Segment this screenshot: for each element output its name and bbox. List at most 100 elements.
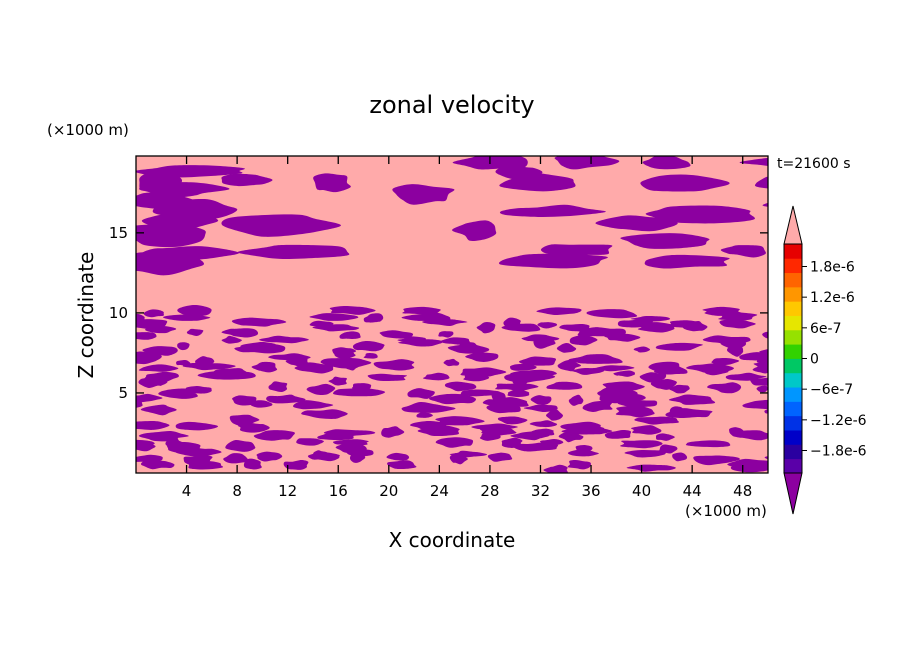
negative-blob — [323, 429, 376, 436]
negative-blob — [379, 330, 414, 339]
negative-blob — [313, 450, 329, 458]
negative-blob — [540, 244, 613, 256]
negative-blob — [136, 393, 163, 403]
negative-blob — [333, 388, 386, 397]
negative-blob — [435, 437, 474, 448]
negative-blob — [613, 370, 636, 377]
negative-region — [136, 156, 768, 473]
negative-blob — [634, 416, 679, 425]
negative-blob — [586, 309, 638, 319]
x-tick-label: 12 — [278, 482, 297, 500]
negative-blob — [296, 438, 324, 446]
x-tick-label: 16 — [329, 482, 348, 500]
negative-blob — [595, 215, 678, 232]
negative-blob — [626, 464, 676, 472]
negative-blob — [229, 414, 260, 427]
negative-blob — [523, 404, 558, 413]
negative-blob — [620, 233, 710, 249]
negative-blob — [669, 320, 700, 328]
negative-blob — [293, 400, 334, 410]
field-background — [136, 156, 768, 473]
negative-blob — [402, 306, 441, 315]
negative-blob — [444, 381, 477, 392]
negative-blob — [363, 313, 384, 323]
negative-blob — [268, 381, 288, 393]
negative-blob — [443, 358, 460, 367]
negative-blob — [702, 335, 751, 345]
negative-blob — [416, 411, 433, 418]
x-tick-label: 4 — [182, 482, 192, 500]
negative-blob — [498, 253, 608, 269]
colorbar-segment — [784, 372, 802, 388]
negative-blob — [143, 309, 164, 318]
negative-blob — [386, 452, 410, 461]
negative-blob — [440, 337, 471, 345]
negative-blob — [546, 381, 583, 390]
negative-blob — [725, 372, 767, 381]
negative-blob — [693, 455, 740, 466]
negative-blob — [753, 362, 768, 370]
negative-blob — [185, 385, 212, 394]
negative-blob — [142, 346, 178, 356]
colorbar-segment — [784, 358, 802, 374]
colorbar-segment — [784, 329, 802, 345]
negative-blob — [620, 440, 663, 449]
negative-blob — [438, 331, 454, 338]
negative-blob — [577, 327, 626, 337]
y-tick-label: 10 — [109, 304, 128, 322]
negative-blob — [530, 395, 552, 406]
negative-blob — [136, 454, 163, 463]
negative-blob — [650, 378, 677, 390]
negative-blob — [476, 322, 496, 334]
colorbar-tick-label: 6e-7 — [810, 321, 841, 337]
negative-blob — [136, 222, 206, 248]
colorbar-segment — [784, 387, 802, 402]
negative-blob — [333, 439, 369, 446]
negative-blob — [232, 395, 257, 406]
x-tick-label: 36 — [581, 482, 600, 500]
negative-blob — [560, 421, 605, 431]
negative-blob — [719, 319, 756, 329]
negative-blob — [754, 176, 768, 189]
x-tick-label: 28 — [480, 482, 499, 500]
negative-blob — [509, 363, 537, 371]
colorbar-under-triangle — [783, 472, 803, 515]
negative-blob — [727, 458, 768, 470]
negative-blob — [648, 361, 680, 373]
negative-blob — [639, 372, 667, 383]
negative-blob — [352, 340, 385, 352]
negative-blob — [240, 341, 276, 351]
negative-blob — [503, 317, 521, 328]
negative-blob — [138, 430, 189, 442]
plot-frame — [135, 155, 769, 474]
negative-blob — [668, 394, 716, 405]
negative-blob — [499, 172, 576, 192]
negative-blob — [568, 394, 584, 406]
negative-blob — [177, 342, 190, 351]
negative-blob — [536, 307, 582, 316]
negative-blob — [572, 367, 605, 375]
negative-blob — [739, 352, 768, 361]
colorbar-segment — [784, 444, 802, 460]
negative-blob — [251, 361, 278, 373]
time-label: t=21600 s — [777, 156, 851, 172]
negative-blob — [707, 382, 742, 394]
negative-blob — [387, 460, 417, 470]
colorbar-segment — [784, 401, 802, 417]
x-tick-label: 44 — [683, 482, 702, 500]
negative-blob — [702, 306, 742, 316]
negative-blob — [465, 352, 499, 362]
negative-blob — [136, 439, 155, 449]
negative-blob — [449, 450, 488, 458]
y-tick-label: 15 — [109, 224, 128, 242]
negative-blob — [283, 460, 309, 470]
negative-blob — [328, 376, 347, 386]
negative-blob — [739, 157, 768, 167]
y-tick-label: 5 — [118, 384, 128, 402]
negative-blob — [221, 173, 273, 187]
negative-blob — [624, 450, 669, 458]
negative-blob — [750, 377, 768, 386]
negative-blob — [756, 385, 768, 393]
negative-blob — [268, 353, 311, 361]
